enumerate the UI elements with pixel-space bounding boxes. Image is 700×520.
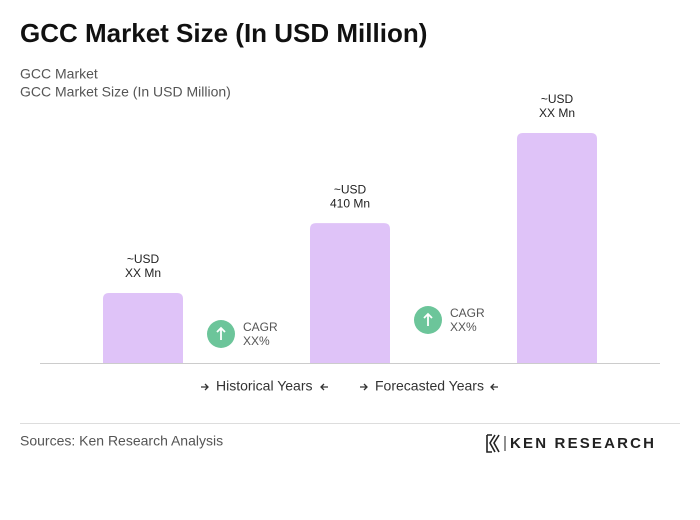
value-label: ~USD <box>127 252 160 266</box>
legend-arrow <box>320 383 328 391</box>
bar <box>310 223 390 363</box>
chart-title: GCC Market Size (In USD Million) <box>20 18 427 48</box>
legend-arrow <box>360 383 368 391</box>
legend-label: Historical Years <box>216 378 313 394</box>
source: Sources: Ken Research Analysis <box>20 433 223 449</box>
legend-label: Forecasted Years <box>375 378 484 394</box>
value-label: XX Mn <box>539 106 575 120</box>
logo: KEN RESEARCH <box>510 435 654 452</box>
subtitle: GCC Market <box>20 66 98 82</box>
subtitle: GCC Market Size (In USD Million) <box>20 84 231 100</box>
cagr-arrow <box>423 312 433 326</box>
value-label: ~USD <box>334 182 367 196</box>
legend-arrow <box>490 383 498 391</box>
bar <box>103 293 183 363</box>
cagr-value: XX% <box>243 334 270 348</box>
legend-arrow <box>201 383 209 391</box>
cagr-value: XX% <box>450 320 477 334</box>
value-label: ~USD <box>541 92 574 106</box>
cagr-label: CAGR <box>243 320 278 334</box>
cagr-arrow <box>216 326 226 340</box>
cagr-label: CAGR <box>450 306 485 320</box>
bar <box>517 133 597 363</box>
logo-icon <box>486 434 500 453</box>
value-label: 410 Mn <box>330 196 370 210</box>
value-label: XX Mn <box>125 266 161 280</box>
